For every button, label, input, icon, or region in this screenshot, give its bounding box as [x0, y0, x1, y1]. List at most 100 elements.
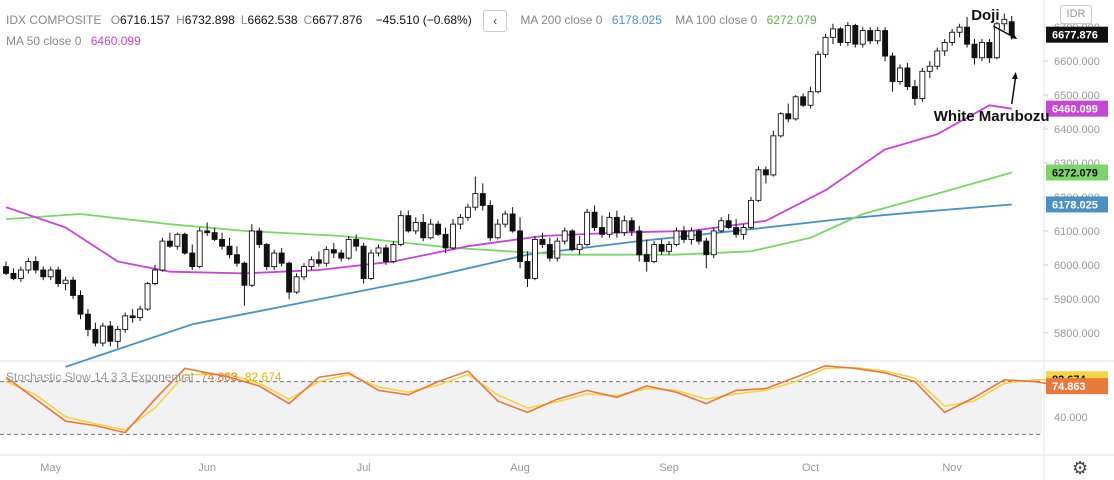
- price-value-label: 6272.079: [1052, 168, 1098, 180]
- price-value-label-bg: [1046, 100, 1108, 117]
- candle-body: [822, 36, 829, 55]
- candle-body: [226, 245, 233, 256]
- candle-body: [122, 315, 129, 330]
- candle-body: [688, 230, 695, 240]
- candle-body: [286, 262, 293, 293]
- candle-body: [92, 328, 99, 344]
- candle-body: [315, 259, 322, 264]
- candle-body: [725, 220, 732, 228]
- time-axis-label: Oct: [802, 462, 819, 474]
- price-value-label-bg: [1046, 196, 1108, 213]
- candle-body: [710, 230, 717, 256]
- candle-body: [852, 25, 859, 45]
- ma50-label: MA 50 close 0: [6, 34, 82, 48]
- candle-body: [986, 42, 993, 59]
- candle-body: [420, 222, 427, 239]
- ohlc-key-o: O: [110, 13, 121, 28]
- price-tick-label: 6100.000: [1054, 226, 1100, 238]
- price-value-label: 6677.876: [1052, 30, 1098, 42]
- candle-body: [867, 30, 874, 42]
- price-tick-label: 6400.000: [1054, 124, 1100, 136]
- candle-body: [762, 169, 769, 176]
- ohlc-value-l: 6662.538: [247, 13, 298, 28]
- candle-body: [129, 315, 136, 318]
- candle-body: [971, 43, 978, 59]
- candle-body: [830, 28, 836, 38]
- candle-body: [248, 230, 255, 286]
- price-change: −45.510 (−0.68%): [375, 13, 472, 28]
- candle-body: [815, 53, 821, 93]
- candle-body: [159, 240, 166, 271]
- candle-body: [323, 249, 330, 264]
- candle-body: [330, 249, 337, 254]
- candle-body: [919, 70, 926, 99]
- candle-body: [62, 279, 69, 285]
- price-value-label: 6178.025: [1052, 199, 1098, 211]
- candle-body: [99, 325, 106, 344]
- doji-annotation: Doji: [971, 7, 999, 24]
- candles: [3, 13, 1015, 349]
- ma50-value: 6460.099: [90, 34, 141, 48]
- annotations: Doji White Marubozu: [934, 7, 1050, 125]
- candle-body: [613, 216, 620, 234]
- candle-body: [181, 233, 188, 254]
- candle-body: [740, 227, 747, 235]
- candle-body: [844, 25, 851, 43]
- candle-body: [405, 215, 412, 232]
- legend-row-ma50: MA 50 close 0 6460.099: [6, 34, 143, 48]
- stochastic-pane: [0, 364, 1065, 435]
- chevron-left-icon[interactable]: ‹: [483, 10, 508, 32]
- candle-body: [196, 230, 203, 268]
- candle-body: [569, 230, 576, 251]
- time-axis-label: Jun: [198, 462, 216, 474]
- candle-body: [904, 67, 911, 88]
- candle-body: [911, 86, 918, 99]
- candle-body: [397, 215, 404, 245]
- gear-icon[interactable]: ⚙: [1072, 458, 1089, 478]
- candle-body: [487, 205, 494, 239]
- candle-body: [25, 261, 32, 271]
- candle-body: [345, 238, 352, 259]
- ohlc-value-c: 6677.876: [312, 13, 363, 28]
- candle-body: [494, 223, 501, 239]
- candle-body: [1008, 21, 1015, 36]
- ma200-value: 6178.025: [611, 13, 662, 28]
- candle-body: [375, 247, 382, 254]
- stochastic-d-value: 82.674: [244, 370, 282, 384]
- candle-body: [383, 247, 389, 262]
- moving-averages: [5, 104, 1013, 368]
- candle-body: [584, 211, 591, 245]
- stochastic-k-value: 74.863: [200, 370, 238, 384]
- candle-body: [174, 233, 181, 247]
- candle-body: [55, 269, 62, 285]
- candle-body: [755, 169, 762, 201]
- currency-selector[interactable]: IDR: [1060, 5, 1092, 24]
- candle-body: [561, 230, 568, 242]
- price-value-label-bg: [1046, 164, 1108, 181]
- candle-body: [681, 230, 687, 240]
- candle-body: [539, 238, 546, 245]
- candle-body: [956, 26, 963, 33]
- candle-body: [926, 65, 933, 72]
- price-tick-label: 6000.000: [1054, 260, 1100, 272]
- price-tick-label: 5800.000: [1054, 328, 1100, 340]
- candle-body: [233, 254, 240, 264]
- stoch-value-label: 74.863: [1052, 381, 1086, 393]
- stochastic-d-line: [5, 366, 1064, 431]
- candle-body: [509, 213, 516, 232]
- stoch-tick-label: 40.000: [1054, 412, 1088, 424]
- ohlc-key-h: H: [176, 13, 185, 28]
- candle-body: [517, 230, 523, 262]
- candle-body: [70, 279, 77, 296]
- ma100-label: MA 100 close 0: [675, 13, 758, 28]
- candle-body: [673, 230, 680, 245]
- candle-body: [47, 269, 54, 278]
- ma100-value: 6272.079: [766, 13, 817, 28]
- candle-body: [524, 261, 531, 279]
- candle-body: [546, 244, 553, 259]
- candle-body: [733, 227, 740, 235]
- ma100-line: [5, 171, 1013, 256]
- price-value-label: 6460.099: [1052, 104, 1098, 116]
- candle-body: [748, 199, 754, 228]
